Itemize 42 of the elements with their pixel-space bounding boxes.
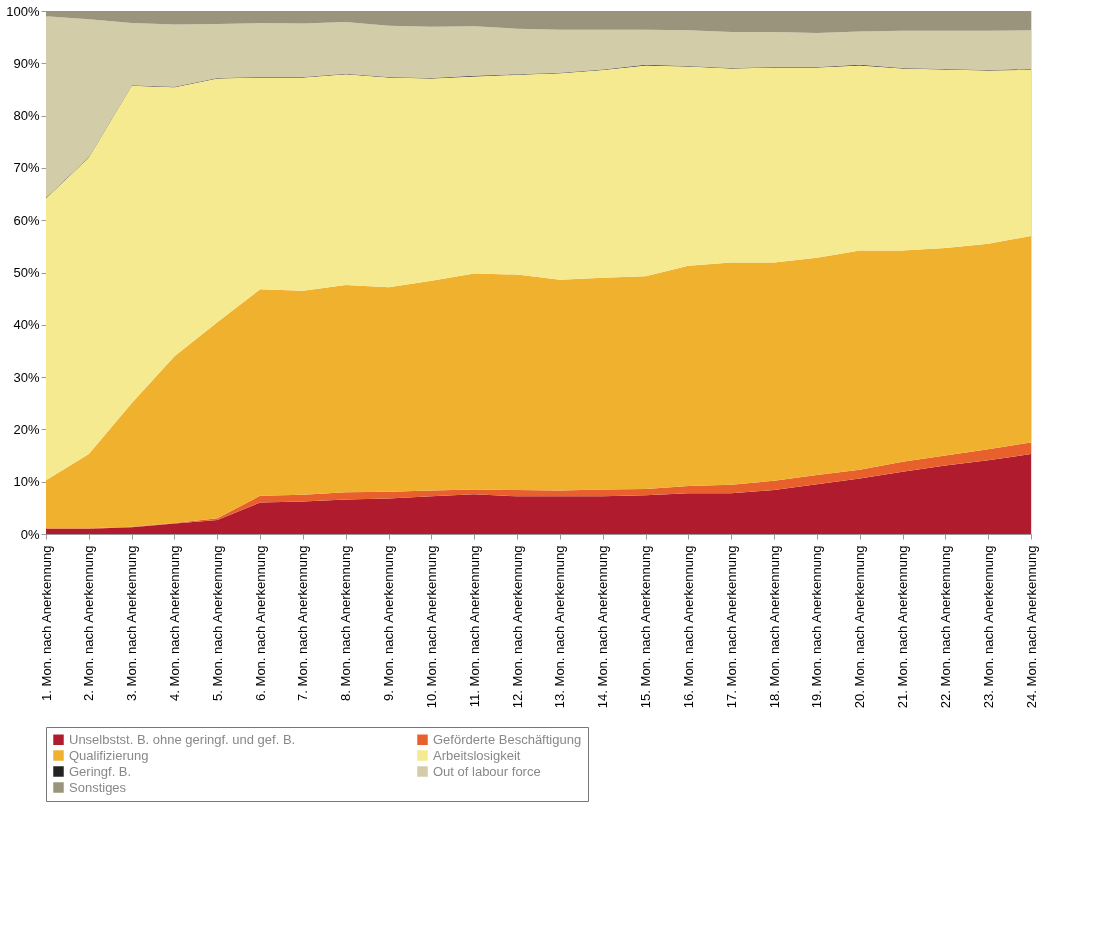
y-tick-label: 50% bbox=[13, 265, 40, 280]
y-tick-label: 10% bbox=[13, 474, 40, 490]
x-tick-label: 3. Mon. nach Anerkennung bbox=[124, 545, 140, 701]
x-tick-label: 13. Mon. nach Anerkennung bbox=[552, 545, 568, 709]
y-tick-label: 70% bbox=[13, 160, 40, 176]
legend-label: Out of labour force bbox=[433, 763, 541, 779]
y-tick-label: 100% bbox=[6, 3, 40, 19]
legend-label: Arbeitslosigkeit bbox=[433, 747, 521, 763]
legend-label: Sonstiges bbox=[69, 779, 127, 795]
y-tick-label: 20% bbox=[13, 421, 40, 437]
x-tick-label: 1. Mon. nach Anerkennung bbox=[38, 545, 54, 701]
legend-label: Qualifizierung bbox=[69, 747, 149, 763]
x-tick-label: 10. Mon. nach Anerkennung bbox=[423, 545, 439, 709]
x-tick-label: 17. Mon. nach Anerkennung bbox=[723, 545, 739, 709]
x-tick-label: 20. Mon. nach Anerkennung bbox=[852, 545, 868, 709]
x-tick-label: 23. Mon. nach Anerkennung bbox=[980, 545, 996, 709]
y-tick-label: 30% bbox=[13, 369, 40, 385]
x-tick-label: 14. Mon. nach Anerkennung bbox=[595, 545, 611, 709]
x-tick-label: 12. Mon. nach Anerkennung bbox=[509, 545, 525, 709]
x-tick-label: 8. Mon. nach Anerkennung bbox=[338, 545, 354, 701]
x-tick-label: 9. Mon. nach Anerkennung bbox=[381, 545, 397, 701]
y-tick-label: 40% bbox=[13, 317, 40, 333]
x-tick-label: 16. Mon. nach Anerkennung bbox=[680, 545, 696, 709]
x-tick-label: 2. Mon. nach Anerkennung bbox=[81, 545, 97, 701]
x-tick-label: 7. Mon. nach Anerkennung bbox=[295, 545, 311, 701]
legend-label: Unselbstst. B. ohne geringf. und gef. B. bbox=[69, 731, 296, 747]
x-tick-label: 18. Mon. nach Anerkennung bbox=[766, 545, 782, 709]
x-tick-label: 5. Mon. nach Anerkennung bbox=[209, 545, 225, 701]
x-tick-label: 4. Mon. nach Anerkennung bbox=[166, 545, 182, 701]
y-tick-label: 60% bbox=[13, 212, 40, 228]
x-tick-label: 21. Mon. nach Anerkennung bbox=[895, 545, 911, 709]
x-tick-label: 6. Mon. nach Anerkennung bbox=[252, 545, 268, 701]
x-tick-label: 11. Mon. nach Anerkennung bbox=[466, 545, 482, 708]
y-tick-label: 80% bbox=[13, 108, 40, 124]
x-tick-label: 19. Mon. nach Anerkennung bbox=[809, 545, 825, 709]
x-tick-label: 15. Mon. nach Anerkennung bbox=[638, 545, 654, 709]
legend-label: Geringf. B. bbox=[69, 763, 132, 779]
y-tick-label: 0% bbox=[20, 526, 40, 542]
x-tick-label: 22. Mon. nach Anerkennung bbox=[937, 545, 953, 709]
x-tick-label: 24. Mon. nach Anerkennung bbox=[1023, 545, 1039, 709]
legend-label: Geförderte Beschäftigung bbox=[433, 731, 582, 747]
y-tick-label: 90% bbox=[13, 55, 40, 71]
